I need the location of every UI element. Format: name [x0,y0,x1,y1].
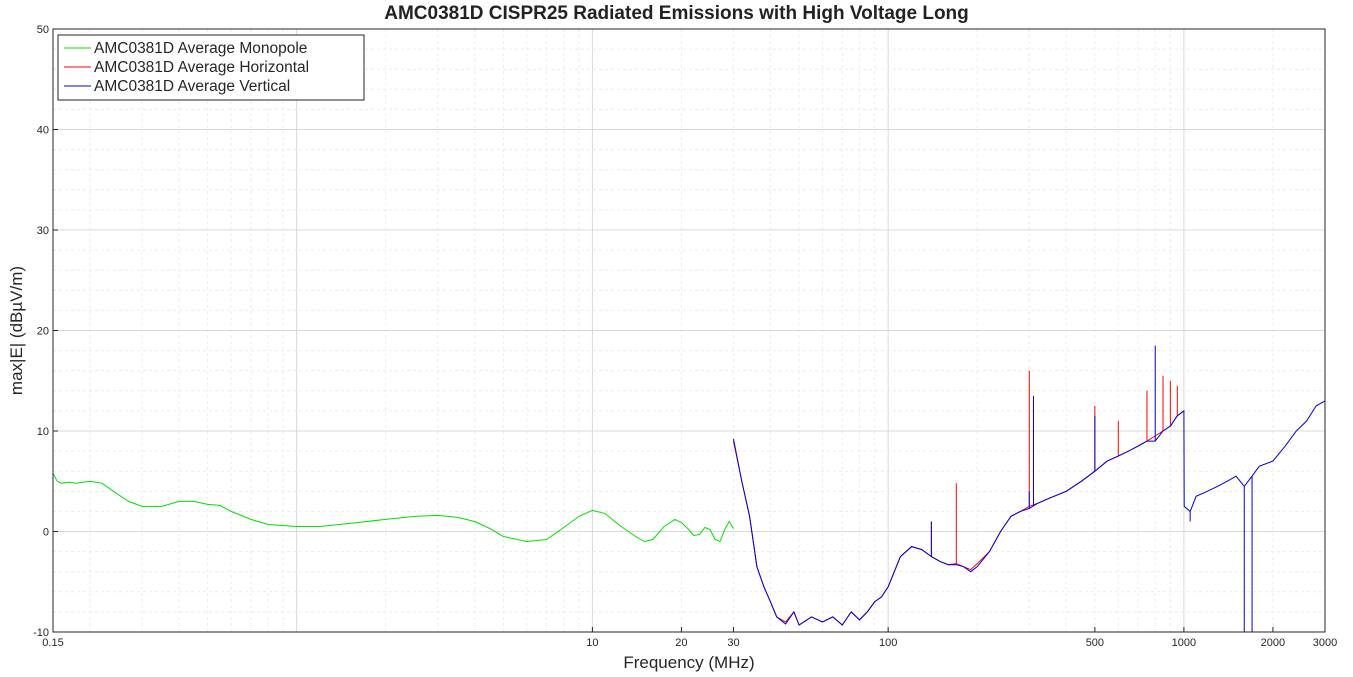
legend-box [57,34,365,101]
x-tick-label: 30 [727,637,739,649]
x-tick-label: 3000 [1313,637,1337,649]
x-axis-label: Frequency (MHz) [623,653,754,672]
series-line-3 [733,400,1326,626]
tick-layer: 0.15 10 20 30 100 500 1000 2000 3000 -10 0 10 20 30 40… [33,24,1337,649]
chart-title: AMC0381D CISPR25 Radiated Emissions with… [384,3,969,24]
y-tick-label: 20 [37,326,49,338]
y-tick-label: 30 [37,225,49,237]
x-tick-label: 500 [1086,637,1104,649]
y-tick-label: 0 [43,527,49,539]
x-tick-label: 100 [879,637,897,649]
grid-layer [53,29,1325,632]
y-tick-label: 50 [37,24,49,36]
legend-entry: AMC0381D Average Monopole [94,40,307,57]
x-tick-label: 10 [586,637,598,649]
y-tick-label: 10 [37,426,49,438]
x-tick-label: 2000 [1261,637,1285,649]
x-tick-label: 20 [675,637,687,649]
legend: AMC0381D Average Monopole AMC0381D Averag… [57,34,365,101]
x-tick-label: 1000 [1172,637,1196,649]
series-line-2 [733,410,1185,626]
series-layer [52,345,1326,632]
legend-entry: AMC0381D Average Horizontal [94,59,309,76]
y-tick-label: 40 [37,125,49,137]
y-tick-label: -10 [33,627,49,639]
x-tick-label: 0.15 [42,637,63,649]
y-axis-label: max|E| (dBµV/m) [7,266,26,395]
series-line-1 [52,472,734,543]
legend-entry: AMC0381D Average Vertical [94,78,290,95]
